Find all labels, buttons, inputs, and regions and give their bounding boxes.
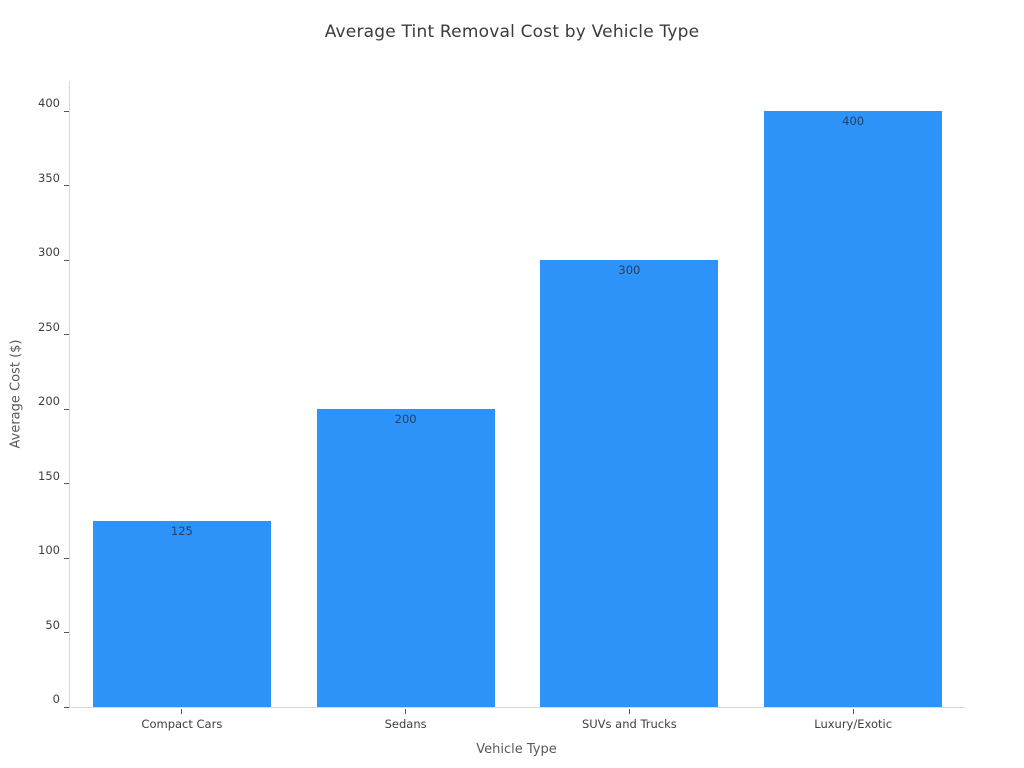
y-tick-mark xyxy=(64,259,69,261)
plot-area: 0 50 100 150 200 250 300 350 400 125 Compact Cars 2… xyxy=(38,81,965,731)
y-tick-mark xyxy=(64,185,69,186)
y-tick-label: 200 xyxy=(38,394,60,408)
y-tick-label: 300 xyxy=(38,245,60,259)
y-tick-label: 100 xyxy=(38,543,60,557)
x-tick-label: Sedans xyxy=(384,717,427,731)
chart-title: Average Tint Removal Cost by Vehicle Typ… xyxy=(324,22,700,42)
bar-value-label: 400 xyxy=(842,114,865,128)
y-tick-mark xyxy=(64,557,69,559)
bar-value-label: 125 xyxy=(170,523,193,538)
bar-compact-cars: 125 xyxy=(92,520,271,707)
y-tick-label: 350 xyxy=(38,170,60,185)
x-tick-label: Luxury/Exotic xyxy=(814,717,893,731)
bar-value-label: 300 xyxy=(618,263,641,277)
y-tick-label: 150 xyxy=(38,468,60,483)
y-axis-title: Average Cost ($) xyxy=(8,339,24,449)
x-axis-title: Vehicle Type xyxy=(476,742,557,757)
bar-sedans: 200 xyxy=(316,409,495,707)
bar-suvs-and-trucks: 300 xyxy=(540,260,719,707)
y-tick-mark xyxy=(64,408,69,410)
x-tick-label: Compact Cars xyxy=(141,717,223,731)
y-tick-mark xyxy=(64,110,69,112)
bar-luxury-exotic: 400 xyxy=(764,111,943,707)
x-tick-mark xyxy=(852,709,854,714)
y-tick-label: 400 xyxy=(38,96,60,110)
y-tick-mark xyxy=(64,483,69,484)
y-tick-label: 50 xyxy=(45,617,60,632)
y-tick-mark xyxy=(64,632,69,633)
y-tick-label: 0 xyxy=(52,692,60,706)
y-tick-mark xyxy=(64,706,69,708)
y-tick-mark xyxy=(64,334,69,335)
bar-value-label: 200 xyxy=(394,412,417,426)
y-tick-label: 250 xyxy=(38,319,60,334)
x-tick-label: SUVs and Trucks xyxy=(581,717,677,731)
x-tick-mark xyxy=(181,709,183,714)
x-tick-mark xyxy=(628,709,630,714)
x-tick-mark xyxy=(405,709,407,714)
